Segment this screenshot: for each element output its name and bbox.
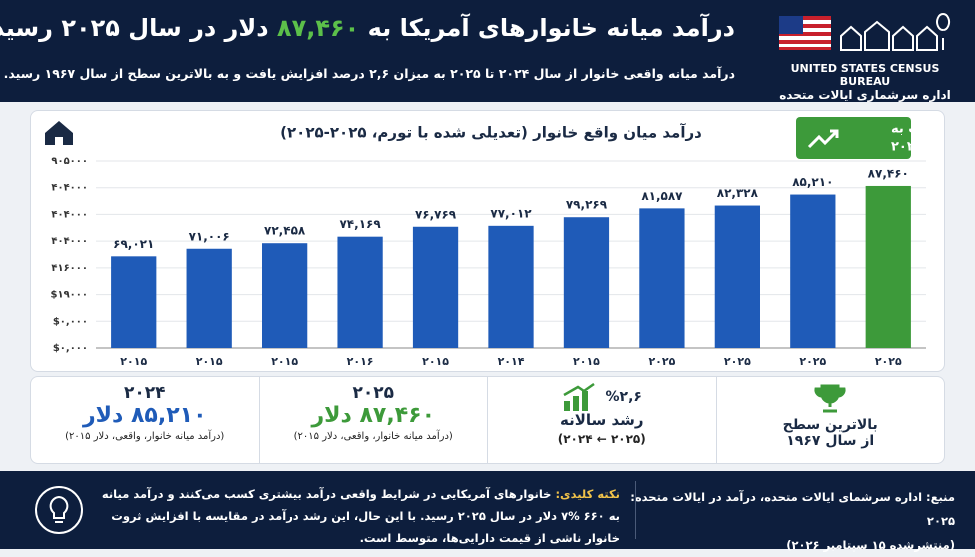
- badge-icon: [807, 129, 839, 149]
- chart: درآمد میان واقع خانوار (تعدیلی شده با تو…: [45, 117, 945, 368]
- value-label: ۷۴,۱۶۹: [339, 217, 381, 231]
- value-label: ۸۷,۴۶۰: [868, 166, 909, 180]
- divider: [635, 481, 636, 539]
- bar: [790, 194, 836, 348]
- stat-card: %۲,۶ رشد سالانه (۲۰۲۵ ← ۲۰۲۴): [487, 377, 716, 463]
- key-text: خانوارهای آمریکایی در شرایط واقعی درآمد …: [101, 487, 620, 545]
- x-tick-label: ۲۰۱۴: [498, 355, 525, 368]
- bar: [412, 226, 459, 348]
- y-tick-label: $۰,۰۰۰: [53, 316, 88, 327]
- value-label: ۷۱,۰۰۶: [189, 229, 230, 243]
- value-label: ۸۵,۲۱۰: [792, 175, 833, 189]
- stat-note: (درآمد میانه خانوار، واقعی، دلار ۲۰۱۵): [65, 431, 225, 442]
- header: درآمد میانه خانوارهای آمریکا به ۸۷,۴۶۰ د…: [0, 0, 975, 102]
- value-label: ۷۲,۴۵۸: [264, 224, 306, 238]
- chart-title: درآمد میان واقع خانوار (تعدیلی شده با تو…: [280, 124, 702, 142]
- stat-top: ۲۰۲۴: [123, 383, 166, 403]
- bar: [563, 217, 610, 348]
- title-text: دلار در سال ۲۰۲۵ رسید: [0, 14, 269, 42]
- badge-text: نسبت به: [891, 122, 944, 137]
- stat-card: ۲۰۲۵ ۸۷,۴۶۰ دلار (درآمد میانه خانوار، وا…: [258, 377, 488, 463]
- stat-main: ۸۵,۲۱۰ دلار: [83, 403, 207, 428]
- bulb-icon: [35, 486, 83, 534]
- x-tick-label: ۲۰۲۵: [875, 355, 902, 368]
- badge: [796, 117, 911, 159]
- x-tick-label: ۲۰۲۵: [648, 355, 675, 368]
- x-tick-label: ۲۰۲۵: [724, 355, 751, 368]
- growth-icon: [562, 383, 595, 411]
- x-tick-label: ۲۰۱۵: [196, 355, 223, 368]
- key-label: نکته کلیدی:: [555, 487, 620, 501]
- key-note: نکته کلیدی: خانوارهای آمریکایی در شرایط …: [100, 483, 620, 549]
- logo-en: UNITED STATES CENSUS BUREAU: [790, 62, 940, 88]
- stat-main: ۸۷,۴۶۰ دلار: [311, 403, 436, 428]
- y-tick-label: ۴۰۴۰۰۰: [51, 236, 88, 247]
- logo: UNITED STATES CENSUS BUREAU اداره سرشمار…: [765, 12, 965, 102]
- stat-top: %۲,۶: [605, 389, 642, 405]
- trophy-icon: [814, 384, 846, 413]
- y-tick-label: ۴۱۶۰۰۰: [51, 263, 88, 274]
- bar: [262, 243, 308, 348]
- title-highlight: ۸۷,۴۶۰: [276, 14, 360, 42]
- y-tick-label: ۹۰۵۰۰۰: [51, 156, 88, 167]
- home-icon: [45, 121, 73, 145]
- bar: [865, 185, 911, 348]
- value-label: ۶۹,۰۲۱: [113, 237, 154, 251]
- y-tick-label: ۴۰۴۰۰۰: [51, 209, 88, 220]
- stat-top: ۲۰۲۵: [352, 383, 394, 403]
- value-label: ۷۹,۲۶۹: [566, 198, 608, 212]
- bar: [111, 256, 157, 348]
- badge-text: به ۲۰۲۴: [891, 140, 940, 155]
- stat-note: (درآمد میانه خانوار، واقعی، دلار ۲۰۱۵): [293, 431, 453, 442]
- bar: [337, 236, 383, 348]
- source: منبع: اداره سرشمای ایالات متحده، درآمد د…: [625, 485, 955, 557]
- bar: [639, 208, 685, 348]
- stat-card: بالاترین سطح از سال ۱۹۶۷: [715, 377, 945, 463]
- footer: منبع: اداره سرشمای ایالات متحده، درآمد د…: [0, 471, 975, 552]
- x-tick-label: ۲۰۱۵: [573, 355, 600, 368]
- value-label: ۷۷,۰۱۲: [490, 206, 532, 220]
- stat-note: (۲۰۲۵ ← ۲۰۲۴): [557, 432, 646, 446]
- x-tick-label: ۲۰۱۶: [347, 355, 374, 368]
- bar: [714, 205, 760, 348]
- chart-panel: درآمد میان واقع خانوار (تعدیلی شده با تو…: [30, 110, 945, 372]
- y-tick-label: $۰,۰۰۰: [53, 343, 88, 354]
- bar: [186, 248, 232, 348]
- stat-main: بالاترین سطح: [782, 417, 878, 433]
- subtitle: درآمد میانه واقعی خانوار از سال ۲۰۲۴ تا …: [3, 66, 735, 81]
- source-date: (منتشرشده ۱۵ سپتامبر ۲۰۲۶): [786, 538, 955, 552]
- stat-note: از سال ۱۹۶۷: [786, 433, 875, 449]
- y-tick-label: $۱۹۰۰۰: [51, 290, 88, 301]
- source-text: منبع: اداره سرشمای ایالات متحده، درآمد د…: [630, 490, 955, 528]
- stat-main: رشد سالانه: [559, 411, 644, 429]
- y-tick-label: ۴۰۴۰۰۰: [51, 183, 88, 194]
- stats-row: بالاترین سطح از سال ۱۹۶۷ %۲,۶ رشد سالانه…: [30, 376, 945, 464]
- x-tick-label: ۲۰۱۵: [422, 355, 449, 368]
- value-label: ۸۲,۳۲۸: [717, 186, 759, 200]
- title-text: درآمد میانه خانوارهای آمریکا به: [367, 14, 735, 42]
- value-label: ۸۱,۵۸۷: [641, 189, 683, 203]
- title: درآمد میانه خانوارهای آمریکا به ۸۷,۴۶۰ د…: [0, 14, 735, 42]
- bar: [488, 225, 534, 348]
- logo-graphic: [779, 13, 950, 51]
- x-tick-label: ۲۰۱۵: [271, 355, 298, 368]
- logo-fa: اداره سرشماری ایالات متحده: [779, 88, 951, 102]
- stat-card: ۲۰۲۴ ۸۵,۲۱۰ دلار (درآمد میانه خانوار، وا…: [31, 377, 259, 463]
- x-tick-label: ۲۰۲۵: [799, 355, 826, 368]
- value-label: ۷۶,۷۶۹: [415, 207, 457, 221]
- x-tick-label: ۲۰۱۵: [120, 355, 147, 368]
